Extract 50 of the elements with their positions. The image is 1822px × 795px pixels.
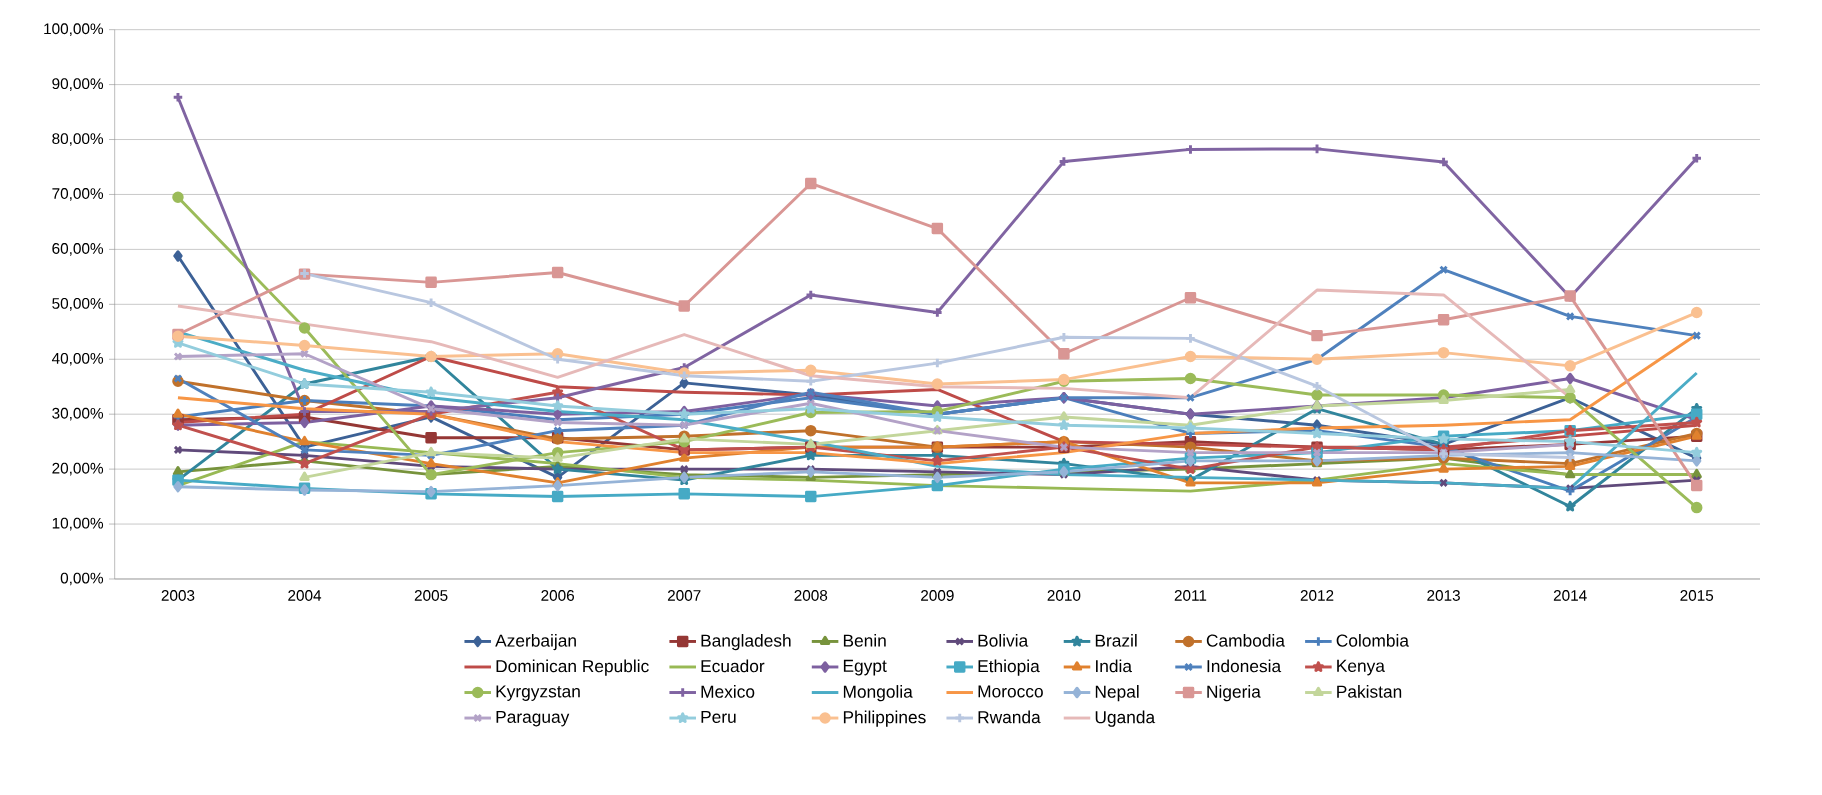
y-tick-label: 50,00% <box>52 297 104 311</box>
legend-label: Peru <box>701 710 736 724</box>
x-tick-label: 2013 <box>1427 590 1460 601</box>
legend-label: Mongolia <box>843 685 913 702</box>
y-tick-label: 40,00% <box>51 352 104 366</box>
legend-label: Ecuador <box>701 659 765 673</box>
x-tick-label: 2005 <box>414 590 448 601</box>
legend-label: Kyrgyzstan <box>496 685 580 701</box>
y-tick-label: 30,00% <box>52 407 104 421</box>
legend-label: Rwanda <box>978 710 1041 724</box>
x-tick-label: 2011 <box>1174 590 1207 601</box>
legend-label: Mexico <box>701 685 755 698</box>
legend-label: Benin <box>843 634 886 647</box>
legend-label: Brazil <box>1095 634 1137 647</box>
legend-label: Uganda <box>1095 710 1156 727</box>
y-tick-label: 60,00% <box>52 243 104 256</box>
legend-label: Indonesia <box>1207 659 1282 673</box>
y-tick-label: 20,00% <box>52 462 104 476</box>
legend-label: Nigeria <box>1207 685 1261 702</box>
legend-label: Bolivia <box>978 634 1029 647</box>
x-tick-label: 2006 <box>541 590 575 601</box>
legend-label: Cambodia <box>1206 634 1285 647</box>
legend-label: India <box>1096 659 1133 673</box>
x-tick-label: 2004 <box>288 590 322 601</box>
legend-label: Azerbaijan <box>495 634 576 651</box>
x-tick-label: 2010 <box>1047 590 1081 601</box>
legend-label: Dominican Republic <box>496 659 649 676</box>
legend-label: Paraguay <box>496 710 570 727</box>
x-tick-label: 2014 <box>1553 590 1587 601</box>
legend-label: Pakistan <box>1337 685 1402 698</box>
legend-label: Ethiopia <box>978 659 1040 676</box>
x-tick-label: 2003 <box>161 590 195 601</box>
y-tick-label: 90,00% <box>52 78 104 91</box>
x-tick-label: 2008 <box>794 590 828 601</box>
y-tick-label: 80,00% <box>52 133 104 146</box>
y-tick-label: 70,00% <box>52 188 104 201</box>
x-tick-label: 2015 <box>1680 590 1714 601</box>
legend-label: Colombia <box>1336 634 1409 647</box>
legend-label: Bangladesh <box>701 634 791 651</box>
y-tick-label: 0,00% <box>60 572 104 586</box>
legend-label: Nepal <box>1095 685 1139 702</box>
legend-label: Kenya <box>1337 659 1385 676</box>
y-tick-label: 10,00% <box>52 517 104 531</box>
legend-label: Philippines <box>843 710 926 727</box>
legend-label: Egypt <box>843 659 887 676</box>
x-tick-label: 2012 <box>1300 590 1334 601</box>
legend-label: Morocco <box>978 685 1043 698</box>
x-tick-label: 2007 <box>667 590 701 601</box>
x-tick-label: 2009 <box>921 590 954 601</box>
y-tick-label: 100,00% <box>44 23 104 36</box>
